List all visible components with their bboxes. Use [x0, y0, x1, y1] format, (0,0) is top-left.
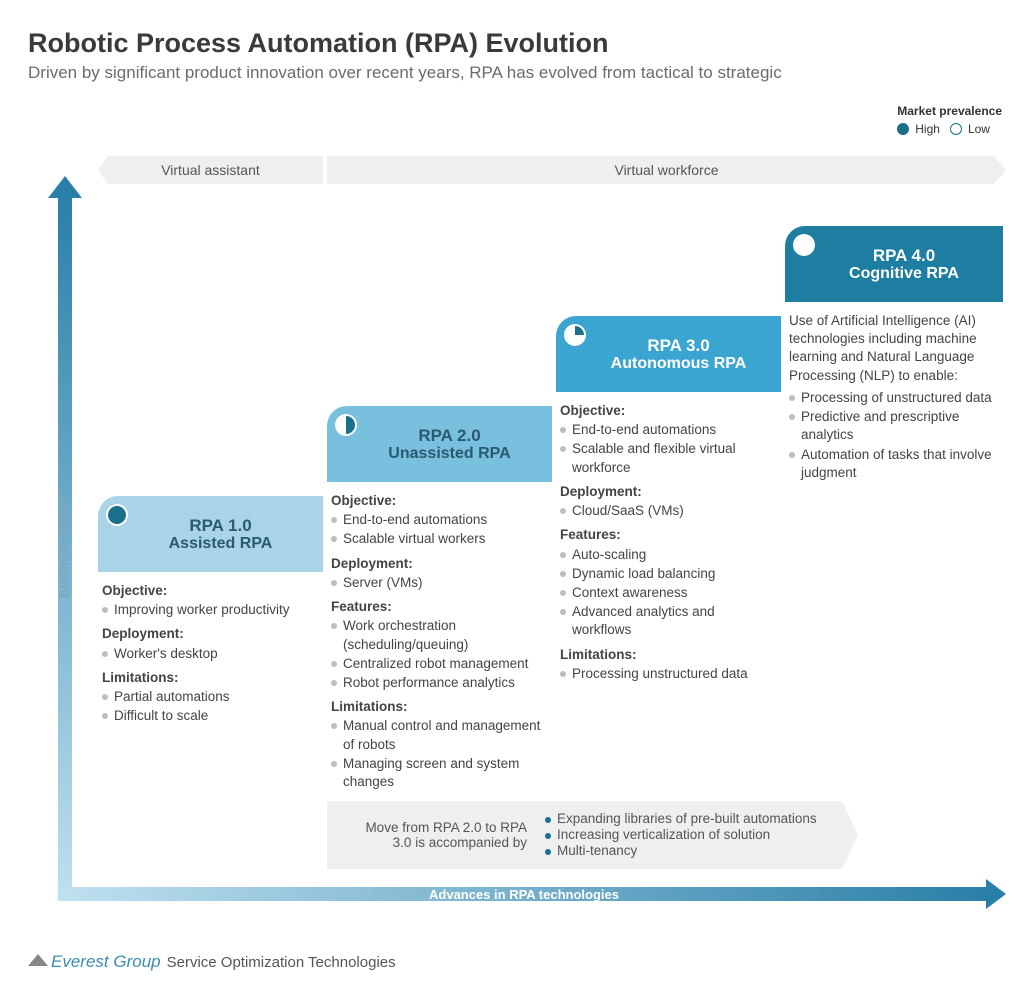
- section-item: Partial automations: [102, 688, 317, 706]
- legend-low-label: Low: [968, 122, 990, 136]
- section-item: End-to-end automations: [560, 421, 775, 439]
- stage-subtitle: Autonomous RPA: [611, 355, 747, 373]
- y-axis-label: Business impact: [56, 494, 71, 597]
- branding: Everest Group Service Optimization Techn…: [28, 952, 396, 972]
- stage-body: Objective:End-to-end automationsScalable…: [327, 482, 552, 791]
- stage-card: RPA 4.0 Cognitive RPA: [785, 226, 1003, 302]
- section-item: Advanced analytics and workflows: [560, 603, 775, 639]
- section-item: Centralized robot management: [331, 655, 546, 673]
- chart-area: Virtual assistant Virtual workforce Busi…: [28, 156, 1006, 909]
- header-virtual-assistant: Virtual assistant: [98, 156, 323, 184]
- section-heading: Limitations:: [102, 669, 317, 687]
- stage-title: RPA 3.0: [647, 336, 709, 356]
- stage-body: Objective:End-to-end automationsScalable…: [556, 392, 781, 683]
- section-heading: Objective:: [560, 402, 775, 420]
- stage-description: Use of Artificial Intelligence (AI) tech…: [789, 312, 997, 385]
- prevalence-icon: [793, 234, 815, 256]
- section-item: Processing of unstructured data: [789, 389, 997, 407]
- x-axis: Advances in RPA technologies: [62, 879, 1006, 909]
- section-item: Worker's desktop: [102, 645, 317, 663]
- brand-logo: Everest Group: [28, 952, 161, 972]
- stage-body: Use of Artificial Intelligence (AI) tech…: [785, 302, 1003, 482]
- legend-low-icon: [950, 123, 962, 135]
- stage-subtitle: Assisted RPA: [169, 535, 273, 553]
- stage-subtitle: Cognitive RPA: [849, 265, 959, 283]
- note-item: Expanding libraries of pre-built automat…: [545, 811, 817, 826]
- stage-rpa-1: RPA 1.0 Assisted RPA Objective:Improving…: [98, 496, 323, 727]
- legend: Market prevalence High Low: [897, 104, 1002, 136]
- stage-card: RPA 2.0 Unassisted RPA: [327, 406, 552, 482]
- section-item: Automation of tasks that involve judgmen…: [789, 446, 997, 482]
- legend-high-label: High: [915, 122, 940, 136]
- section-item: Processing unstructured data: [560, 665, 775, 683]
- note-lead: Move from RPA 2.0 to RPA 3.0 is accompan…: [347, 820, 527, 850]
- prevalence-icon: [564, 324, 586, 346]
- section-item: Scalable virtual workers: [331, 530, 546, 548]
- section-heading: Deployment:: [331, 555, 546, 573]
- section-item: Auto-scaling: [560, 546, 775, 564]
- note-item: Increasing verticalization of solution: [545, 827, 817, 842]
- section-heading: Features:: [560, 526, 775, 544]
- section-item: Predictive and prescriptive analytics: [789, 408, 997, 444]
- stage-title: RPA 2.0: [418, 426, 480, 446]
- section-heading: Deployment:: [102, 625, 317, 643]
- stage-rpa-4: RPA 4.0 Cognitive RPA Use of Artificial …: [785, 226, 1003, 483]
- page-subtitle: Driven by significant product innovation…: [28, 63, 1006, 83]
- note-item: Multi-tenancy: [545, 843, 817, 858]
- section-heading: Deployment:: [560, 483, 775, 501]
- stage-rpa-2: RPA 2.0 Unassisted RPA Objective:End-to-…: [327, 406, 552, 792]
- section-item: Managing screen and system changes: [331, 755, 546, 791]
- brand-tagline: Service Optimization Technologies: [167, 954, 396, 971]
- section-heading: Features:: [331, 598, 546, 616]
- stage-body: Objective:Improving worker productivity D…: [98, 572, 323, 726]
- section-heading: Objective:: [331, 492, 546, 510]
- x-axis-label: Advances in RPA technologies: [62, 887, 986, 901]
- legend-title: Market prevalence: [897, 104, 1002, 118]
- y-axis: Business impact: [48, 176, 82, 901]
- stage-title: RPA 1.0: [189, 516, 251, 536]
- section-heading: Limitations:: [331, 698, 546, 716]
- page-title: Robotic Process Automation (RPA) Evoluti…: [28, 28, 1006, 59]
- note-items: Expanding libraries of pre-built automat…: [545, 811, 817, 859]
- prevalence-icon: [335, 414, 357, 436]
- prevalence-icon: [106, 504, 128, 526]
- section-heading: Limitations:: [560, 646, 775, 664]
- stage-subtitle: Unassisted RPA: [388, 445, 510, 463]
- section-item: Difficult to scale: [102, 707, 317, 725]
- stage-card: RPA 1.0 Assisted RPA: [98, 496, 323, 572]
- section-item: Context awareness: [560, 584, 775, 602]
- stage-card: RPA 3.0 Autonomous RPA: [556, 316, 781, 392]
- stage-title: RPA 4.0: [873, 246, 935, 266]
- section-item: End-to-end automations: [331, 511, 546, 529]
- section-item: Work orchestration (scheduling/queuing): [331, 617, 546, 653]
- stage-rpa-3: RPA 3.0 Autonomous RPA Objective:End-to-…: [556, 316, 781, 684]
- header-virtual-workforce: Virtual workforce: [327, 156, 1006, 184]
- legend-high-icon: [897, 123, 909, 135]
- transition-note: Move from RPA 2.0 to RPA 3.0 is accompan…: [327, 801, 858, 869]
- section-item: Server (VMs): [331, 574, 546, 592]
- section-item: Improving worker productivity: [102, 601, 317, 619]
- section-item: Cloud/SaaS (VMs): [560, 502, 775, 520]
- section-item: Scalable and flexible virtual workforce: [560, 440, 775, 476]
- section-item: Robot performance analytics: [331, 674, 546, 692]
- legend-row: High Low: [897, 122, 1002, 136]
- section-item: Manual control and management of robots: [331, 717, 546, 753]
- section-item: Dynamic load balancing: [560, 565, 775, 583]
- section-heading: Objective:: [102, 582, 317, 600]
